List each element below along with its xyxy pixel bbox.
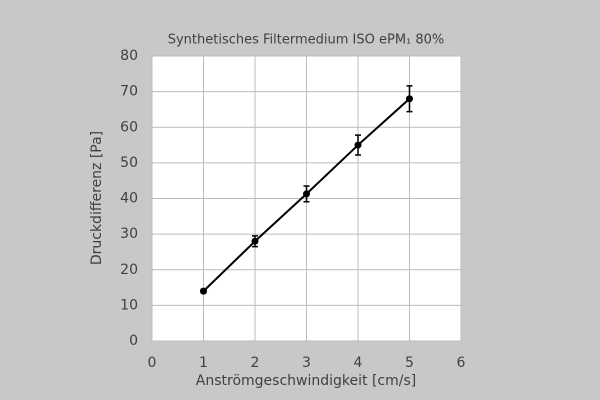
x-tick-label: 5 [405,355,414,371]
x-tick-label: 1 [199,355,208,371]
y-axis-label: Druckdifferenz [Pa] [89,131,105,265]
x-tick-label: 6 [457,355,466,371]
data-point [251,237,259,245]
data-point [406,95,413,103]
x-tick-label: 0 [148,355,157,371]
x-tick-label: 4 [354,355,363,371]
data-point [354,141,362,149]
y-tick-label: 30 [120,226,138,242]
y-tick-label: 0 [129,333,138,349]
data-point [200,287,207,295]
y-tick-label: 50 [120,155,138,171]
y-tick-label: 40 [120,191,138,207]
y-tick-label: 80 [120,48,138,64]
x-tick-label: 2 [251,355,260,371]
x-axis-label: Anströmgeschwindigkeit [cm/s] [196,373,416,389]
x-tick-label: 3 [302,355,311,371]
chart-title: Synthetisches Filtermedium ISO ePM₁ 80% [168,33,445,48]
y-tick-label: 10 [120,297,138,313]
data-point [303,190,310,198]
plot-border [151,55,462,342]
y-tick-label: 20 [120,262,138,278]
y-tick-label: 60 [120,119,138,135]
y-tick-label: 70 [120,84,138,100]
